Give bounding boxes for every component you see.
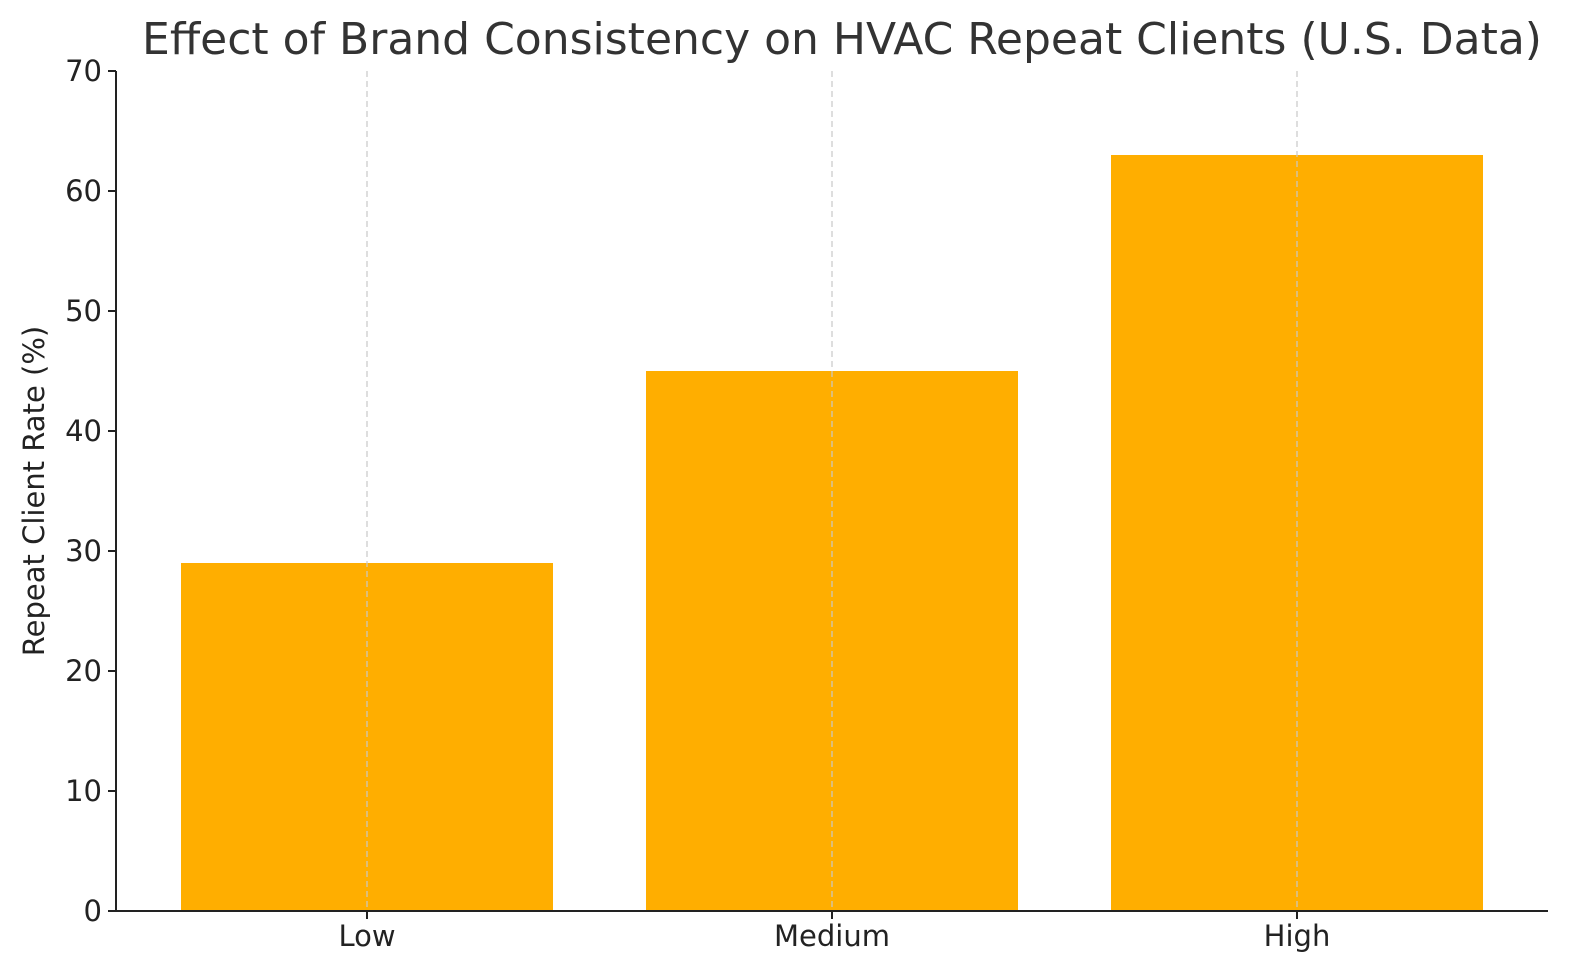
x-axis-ticks: Low Medium High xyxy=(338,911,1330,953)
y-tick-label-10: 10 xyxy=(65,774,102,808)
grid-lines xyxy=(366,71,1298,911)
y-axis-label: Repeat Client Rate (%) xyxy=(17,326,51,656)
y-tick-label-30: 30 xyxy=(65,534,102,568)
y-tick-label-70: 70 xyxy=(65,54,102,88)
x-tick-label-low: Low xyxy=(338,919,395,953)
x-tick-label-high: High xyxy=(1264,919,1331,953)
y-axis-ticks: 0 10 20 30 40 50 60 70 xyxy=(65,54,116,928)
y-tick-label-60: 60 xyxy=(65,174,102,208)
y-tick-label-0: 0 xyxy=(84,894,102,928)
y-tick-label-50: 50 xyxy=(65,294,102,328)
x-tick-label-medium: Medium xyxy=(774,919,890,953)
y-tick-label-40: 40 xyxy=(65,414,102,448)
y-tick-label-20: 20 xyxy=(65,654,102,688)
chart-title: Effect of Brand Consistency on HVAC Repe… xyxy=(142,14,1542,65)
